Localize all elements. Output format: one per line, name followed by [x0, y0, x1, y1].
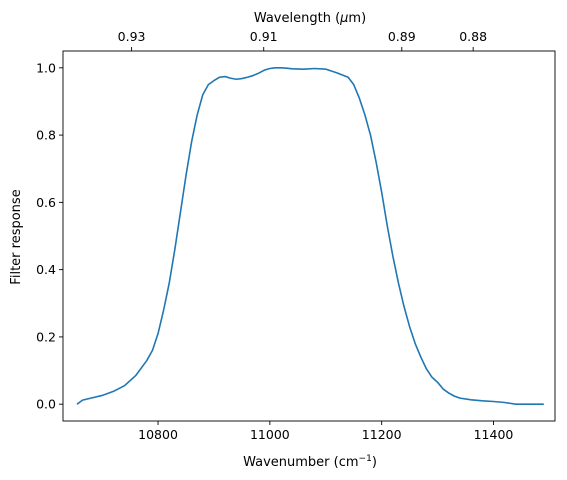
top-tick-label: 0.91	[250, 29, 278, 44]
y-tick-label: 0.8	[36, 128, 56, 143]
bottom-x-axis: 10800 11000 11200 11400	[138, 421, 513, 442]
x-tick-label: 11000	[250, 427, 290, 442]
top-tick-label: 0.88	[459, 29, 487, 44]
plot-area	[62, 50, 556, 422]
top-tick-label: 0.89	[388, 29, 416, 44]
y-axis: 0.0 0.2 0.4 0.6 0.8 1.0	[36, 60, 63, 412]
top-x-axis: 0.93 0.91 0.89 0.88	[118, 29, 487, 51]
y-tick-label: 0.2	[36, 329, 56, 344]
y-axis-label: Filter response	[9, 189, 24, 284]
plot-frame	[62, 50, 556, 422]
x-tick-label: 10800	[138, 427, 178, 442]
x-tick-label: 11200	[362, 427, 402, 442]
x-tick-label: 11400	[474, 427, 514, 442]
top-tick-label: 0.93	[118, 29, 146, 44]
x-axis-label: Wavenumber (cm−1)	[243, 454, 377, 470]
y-tick-label: 0.0	[36, 397, 56, 412]
x-axis-label-superscript: −1	[359, 454, 372, 464]
top-axis-label: Wavelength (μm)	[254, 11, 366, 26]
y-tick-label: 0.6	[36, 195, 56, 210]
y-tick-label: 0.4	[36, 262, 56, 277]
y-tick-label: 1.0	[36, 60, 56, 75]
series-line-0	[76, 67, 544, 405]
